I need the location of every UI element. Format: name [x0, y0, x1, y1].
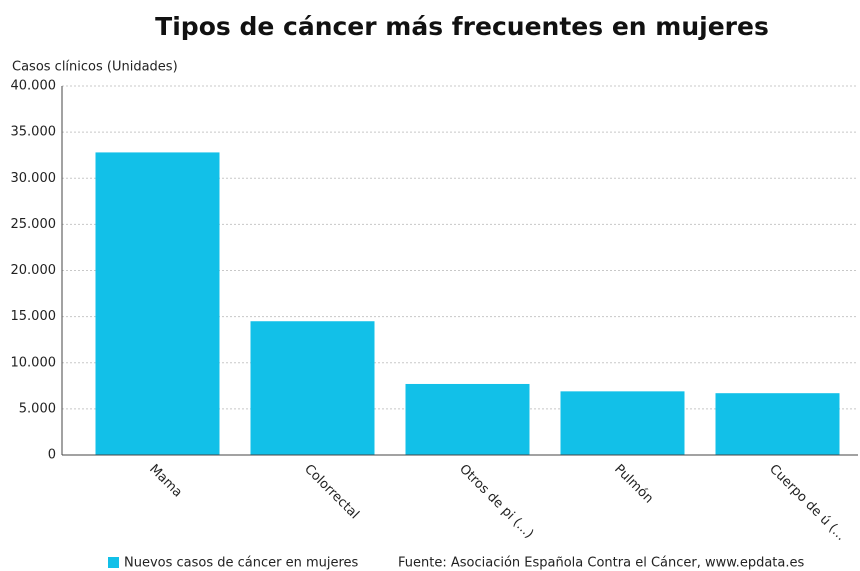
- y-axis-label: Casos clínicos (Unidades): [12, 60, 178, 75]
- bar: [405, 383, 530, 455]
- y-tick-label: 30.000: [11, 171, 57, 186]
- bar: [560, 391, 685, 455]
- x-tick-label: Pulmón: [611, 462, 656, 507]
- chart-title: Tipos de cáncer más frecuentes en mujere…: [155, 12, 769, 41]
- y-tick-label: 0: [48, 448, 56, 463]
- bar: [715, 393, 840, 455]
- x-tick-label: Otros de pi (...): [456, 462, 536, 542]
- x-tick-label: Mama: [146, 462, 185, 501]
- y-tick-label: 40.000: [11, 79, 57, 94]
- legend-swatch: [108, 557, 119, 568]
- y-tick-label: 25.000: [11, 217, 57, 232]
- y-tick-label: 35.000: [11, 125, 57, 140]
- y-tick-label: 15.000: [11, 309, 57, 324]
- legend-label: Nuevos casos de cáncer en mujeres: [124, 556, 359, 571]
- y-tick-label: 5.000: [19, 401, 56, 416]
- bar: [95, 152, 220, 456]
- y-tick-label: 10.000: [11, 355, 57, 370]
- x-tick-label: Colorrectal: [301, 462, 362, 523]
- y-tick-label: 20.000: [11, 263, 57, 278]
- x-tick-label: Cuerpo de ú (...: [766, 462, 848, 544]
- bar: [250, 321, 375, 455]
- source: Fuente: Asociación Española Contra el Cá…: [398, 556, 804, 571]
